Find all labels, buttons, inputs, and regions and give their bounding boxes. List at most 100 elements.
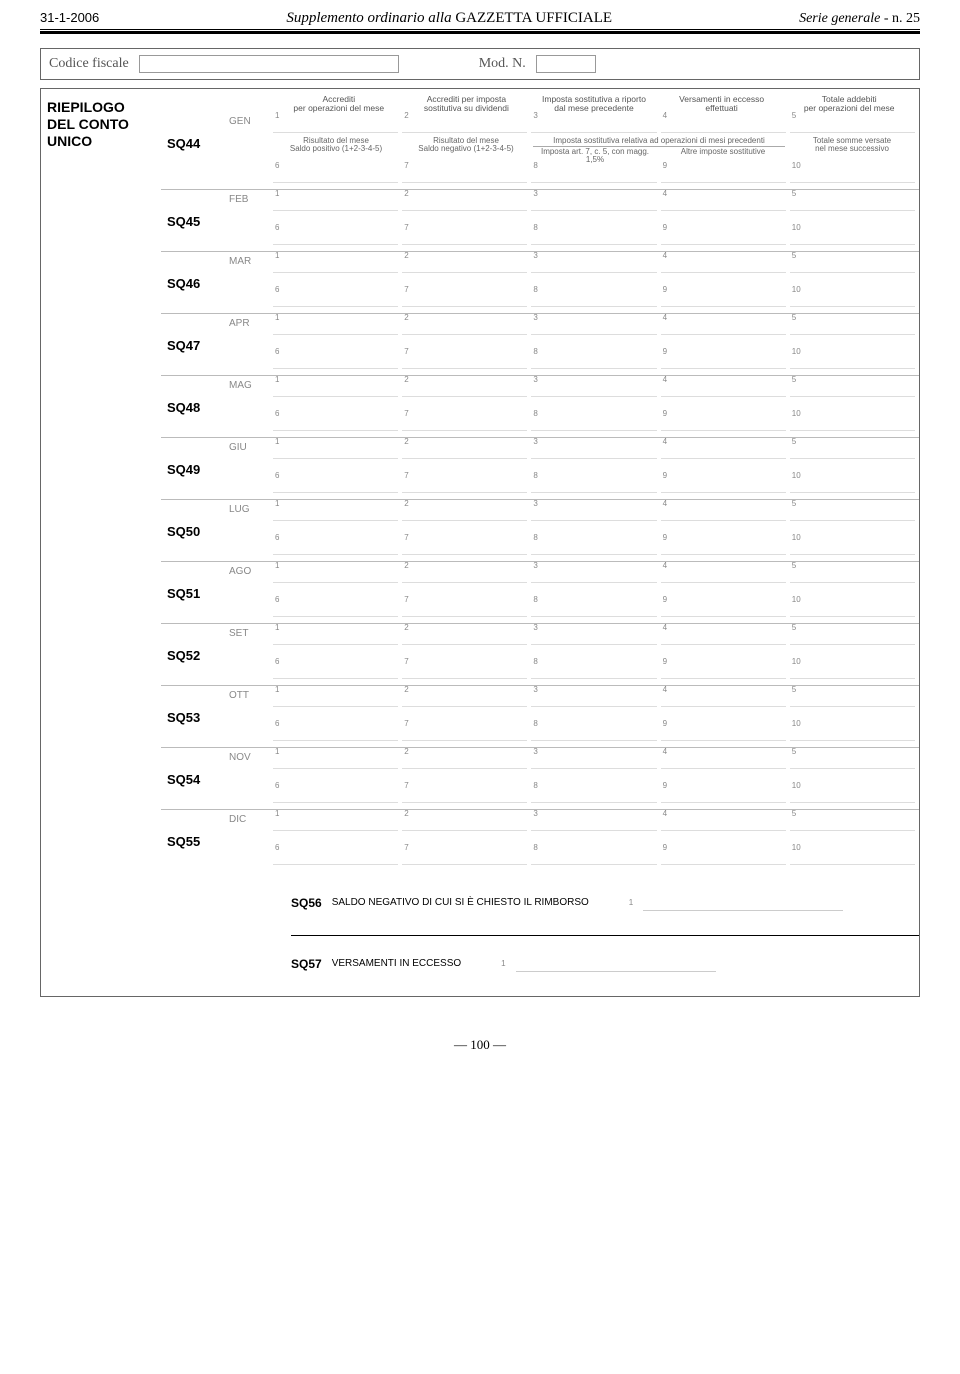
form-field[interactable]: 6 (273, 601, 398, 617)
form-field[interactable]: 1 (273, 815, 398, 831)
form-field[interactable]: 9 (661, 167, 786, 183)
form-field[interactable]: 3 (531, 381, 656, 397)
form-field[interactable]: 8 (531, 353, 656, 369)
form-field[interactable]: 4 (661, 567, 786, 583)
form-field[interactable]: 3 (531, 117, 656, 133)
form-field[interactable]: 10 (790, 229, 915, 245)
mod-n-input[interactable] (536, 55, 596, 73)
form-field[interactable]: 4 (661, 505, 786, 521)
sq56-input[interactable] (643, 895, 843, 911)
form-field[interactable]: 9 (661, 539, 786, 555)
form-field[interactable]: 6 (273, 291, 398, 307)
form-field[interactable]: 1 (273, 195, 398, 211)
form-field[interactable]: 1 (273, 629, 398, 645)
form-field[interactable]: 4 (661, 257, 786, 273)
form-field[interactable]: 1 (273, 381, 398, 397)
form-field[interactable]: 8 (531, 787, 656, 803)
form-field[interactable]: 5 (790, 567, 915, 583)
form-field[interactable]: 8 (531, 415, 656, 431)
form-field[interactable]: 9 (661, 725, 786, 741)
form-field[interactable]: 10 (790, 539, 915, 555)
form-field[interactable]: 2 (402, 691, 527, 707)
form-field[interactable]: 7 (402, 787, 527, 803)
form-field[interactable]: 3 (531, 195, 656, 211)
form-field[interactable]: 3 (531, 257, 656, 273)
form-field[interactable]: 1 (273, 753, 398, 769)
form-field[interactable]: 10 (790, 725, 915, 741)
form-field[interactable]: 4 (661, 195, 786, 211)
form-field[interactable]: 9 (661, 849, 786, 865)
form-field[interactable]: 5 (790, 815, 915, 831)
form-field[interactable]: 4 (661, 691, 786, 707)
form-field[interactable]: 6 (273, 229, 398, 245)
form-field[interactable]: 7 (402, 849, 527, 865)
form-field[interactable]: 8 (531, 167, 656, 183)
form-field[interactable]: 5 (790, 753, 915, 769)
form-field[interactable]: 8 (531, 229, 656, 245)
form-field[interactable]: 3 (531, 505, 656, 521)
form-field[interactable]: 3 (531, 815, 656, 831)
form-field[interactable]: 4 (661, 319, 786, 335)
form-field[interactable]: 3 (531, 629, 656, 645)
form-field[interactable]: 9 (661, 291, 786, 307)
form-field[interactable]: 6 (273, 663, 398, 679)
form-field[interactable]: 9 (661, 601, 786, 617)
form-field[interactable]: 6 (273, 849, 398, 865)
form-field[interactable]: 5 (790, 117, 915, 133)
form-field[interactable]: 2 (402, 319, 527, 335)
form-field[interactable]: 5 (790, 257, 915, 273)
form-field[interactable]: 8 (531, 477, 656, 493)
form-field[interactable]: 2 (402, 443, 527, 459)
form-field[interactable]: 2 (402, 629, 527, 645)
form-field[interactable]: 10 (790, 601, 915, 617)
form-field[interactable]: 6 (273, 477, 398, 493)
form-field[interactable]: 7 (402, 167, 527, 183)
form-field[interactable]: 9 (661, 477, 786, 493)
form-field[interactable]: 7 (402, 415, 527, 431)
form-field[interactable]: 8 (531, 539, 656, 555)
form-field[interactable]: 1 (273, 505, 398, 521)
form-field[interactable]: 8 (531, 849, 656, 865)
form-field[interactable]: 1 (273, 567, 398, 583)
form-field[interactable]: 5 (790, 443, 915, 459)
form-field[interactable]: 5 (790, 691, 915, 707)
form-field[interactable]: 7 (402, 601, 527, 617)
form-field[interactable]: 2 (402, 257, 527, 273)
form-field[interactable]: 6 (273, 415, 398, 431)
form-field[interactable]: 3 (531, 691, 656, 707)
form-field[interactable]: 9 (661, 415, 786, 431)
form-field[interactable]: 4 (661, 815, 786, 831)
form-field[interactable]: 2 (402, 815, 527, 831)
form-field[interactable]: 9 (661, 787, 786, 803)
form-field[interactable]: 3 (531, 319, 656, 335)
form-field[interactable]: 1 (273, 443, 398, 459)
form-field[interactable]: 7 (402, 663, 527, 679)
form-field[interactable]: 1 (273, 257, 398, 273)
form-field[interactable]: 5 (790, 381, 915, 397)
form-field[interactable]: 3 (531, 443, 656, 459)
form-field[interactable]: 7 (402, 291, 527, 307)
form-field[interactable]: 7 (402, 229, 527, 245)
form-field[interactable]: 10 (790, 849, 915, 865)
form-field[interactable]: 2 (402, 381, 527, 397)
form-field[interactable]: 3 (531, 567, 656, 583)
form-field[interactable]: 8 (531, 601, 656, 617)
form-field[interactable]: 5 (790, 195, 915, 211)
form-field[interactable]: 8 (531, 291, 656, 307)
form-field[interactable]: 9 (661, 229, 786, 245)
form-field[interactable]: 2 (402, 117, 527, 133)
form-field[interactable]: 10 (790, 663, 915, 679)
form-field[interactable]: 10 (790, 787, 915, 803)
form-field[interactable]: 10 (790, 291, 915, 307)
form-field[interactable]: 4 (661, 629, 786, 645)
form-field[interactable]: 10 (790, 415, 915, 431)
form-field[interactable]: 9 (661, 353, 786, 369)
form-field[interactable]: 6 (273, 539, 398, 555)
form-field[interactable]: 4 (661, 381, 786, 397)
form-field[interactable]: 9 (661, 663, 786, 679)
form-field[interactable]: 1 (273, 117, 398, 133)
form-field[interactable]: 10 (790, 477, 915, 493)
form-field[interactable]: 6 (273, 787, 398, 803)
form-field[interactable]: 8 (531, 725, 656, 741)
form-field[interactable]: 7 (402, 539, 527, 555)
